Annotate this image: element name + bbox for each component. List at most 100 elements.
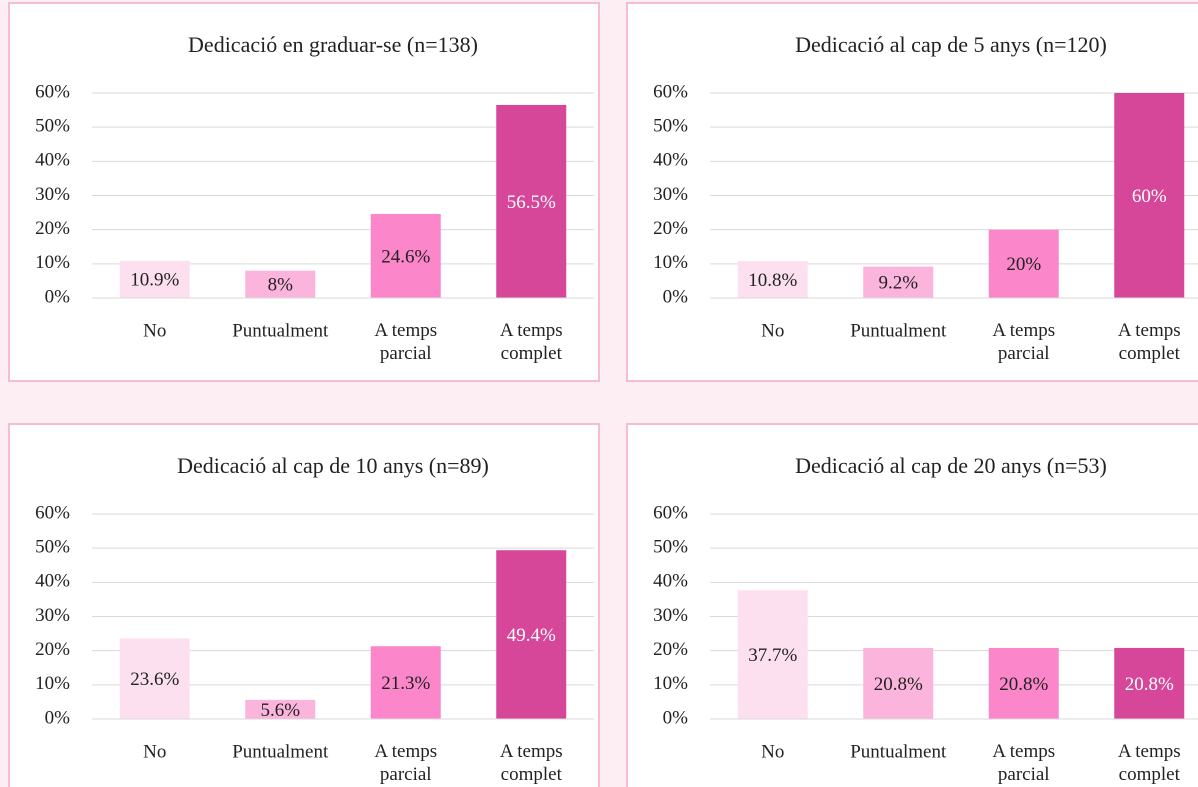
y-tick-label: 30% bbox=[653, 184, 688, 205]
data-label: 20.8% bbox=[999, 674, 1048, 695]
y-tick-label: 60% bbox=[653, 81, 688, 102]
data-label: 5.6% bbox=[260, 700, 300, 721]
bar bbox=[1114, 93, 1185, 298]
data-label: 8% bbox=[268, 275, 294, 296]
x-tick-label: A temps parcial bbox=[992, 320, 1055, 364]
x-tick-label: No bbox=[761, 741, 784, 762]
bar bbox=[863, 647, 934, 719]
y-tick-label: 0% bbox=[663, 707, 689, 728]
data-label: 20.8% bbox=[1125, 674, 1174, 695]
data-label: 23.6% bbox=[130, 669, 179, 690]
y-tick-label: 0% bbox=[663, 286, 689, 307]
chart-panel: Dedicació al cap de 5 anys (n=120) 0% 10% 2… bbox=[626, 2, 1198, 382]
x-tick-label-line: A temps bbox=[500, 741, 563, 762]
chart-panel: Dedicació en graduar-se (n=138) 0% 10% 20% 3… bbox=[8, 2, 600, 382]
y-tick-label: 50% bbox=[653, 537, 688, 558]
y-tick-label: 20% bbox=[653, 639, 688, 660]
x-tick-label: A temps parcial bbox=[374, 320, 437, 364]
x-tick-label-line: A temps bbox=[1118, 320, 1181, 341]
bar bbox=[737, 261, 808, 298]
x-tick-label-line: complet bbox=[501, 343, 563, 364]
x-tick-label-line: complet bbox=[501, 764, 563, 785]
x-tick-label: Puntualment bbox=[232, 320, 329, 341]
x-tick-label-line: A temps bbox=[374, 320, 437, 341]
bar bbox=[988, 229, 1059, 298]
x-tick-label: No bbox=[143, 320, 166, 341]
y-tick-label: 10% bbox=[35, 252, 70, 273]
y-tick-label: 30% bbox=[35, 605, 70, 626]
data-label: 9.2% bbox=[878, 273, 918, 294]
y-tick-label: 50% bbox=[35, 537, 70, 558]
panel-background bbox=[626, 423, 1198, 787]
x-tick-label: Puntualment bbox=[850, 320, 947, 341]
x-tick-label: No bbox=[761, 320, 784, 341]
x-tick-label: A temps complet bbox=[1118, 741, 1181, 785]
x-tick-label-line: parcial bbox=[380, 343, 432, 364]
data-label: 10.8% bbox=[748, 270, 797, 291]
y-tick-label: 40% bbox=[35, 150, 70, 171]
y-tick-label: 40% bbox=[653, 150, 688, 171]
data-label: 24.6% bbox=[381, 246, 430, 267]
data-label: 10.9% bbox=[130, 270, 179, 291]
panel-background bbox=[626, 2, 1198, 382]
bar bbox=[988, 647, 1059, 719]
data-label: 37.7% bbox=[748, 645, 797, 666]
x-tick-label: Puntualment bbox=[850, 741, 947, 762]
data-label: 20% bbox=[1006, 254, 1041, 275]
bar bbox=[245, 270, 316, 298]
y-tick-label: 60% bbox=[35, 502, 70, 523]
chart-title: Dedicació al cap de 5 anys (n=120) bbox=[795, 32, 1107, 57]
y-tick-label: 50% bbox=[35, 116, 70, 137]
x-tick-label-line: A temps bbox=[1118, 741, 1181, 762]
y-tick-label: 40% bbox=[653, 571, 688, 592]
bar bbox=[370, 213, 441, 298]
chart-title: Dedicació al cap de 20 anys (n=53) bbox=[795, 453, 1107, 478]
x-tick-label: A temps complet bbox=[1118, 320, 1181, 364]
data-label: 49.4% bbox=[507, 625, 556, 646]
y-tick-label: 50% bbox=[653, 116, 688, 137]
x-tick-label-line: A temps bbox=[992, 741, 1055, 762]
x-tick-label: A temps complet bbox=[500, 741, 563, 785]
x-tick-label: A temps parcial bbox=[374, 741, 437, 785]
y-tick-label: 30% bbox=[35, 184, 70, 205]
data-label: 20.8% bbox=[874, 674, 923, 695]
x-tick-label-line: A temps bbox=[374, 741, 437, 762]
bar bbox=[863, 266, 934, 298]
bar bbox=[119, 638, 190, 719]
y-tick-label: 10% bbox=[653, 252, 688, 273]
x-tick-label: A temps complet bbox=[500, 320, 563, 364]
data-label: 60% bbox=[1132, 186, 1167, 207]
bar bbox=[496, 104, 567, 298]
x-tick-label: Puntualment bbox=[232, 741, 329, 762]
y-tick-label: 20% bbox=[35, 218, 70, 239]
bar bbox=[245, 699, 316, 719]
y-tick-label: 20% bbox=[35, 639, 70, 660]
x-tick-label-line: complet bbox=[1119, 343, 1181, 364]
x-tick-label-line: A temps bbox=[500, 320, 563, 341]
y-tick-label: 60% bbox=[35, 81, 70, 102]
bar bbox=[737, 590, 808, 719]
chart-panel: Dedicació al cap de 10 anys (n=89) 0% 10% 2… bbox=[8, 423, 600, 787]
data-label: 56.5% bbox=[507, 192, 556, 213]
x-tick-label-line: complet bbox=[1119, 764, 1181, 785]
x-tick-label-line: parcial bbox=[380, 764, 432, 785]
chart-title: Dedicació en graduar-se (n=138) bbox=[188, 32, 478, 57]
y-tick-label: 30% bbox=[653, 605, 688, 626]
x-tick-label-line: A temps bbox=[992, 320, 1055, 341]
chart-panel: Dedicació al cap de 20 anys (n=53) 0% 10% 2… bbox=[626, 423, 1198, 787]
x-tick-label: No bbox=[143, 741, 166, 762]
y-tick-label: 0% bbox=[45, 707, 71, 728]
x-tick-label: A temps parcial bbox=[992, 741, 1055, 785]
bar bbox=[119, 260, 190, 298]
x-tick-label-line: parcial bbox=[998, 764, 1050, 785]
data-label: 21.3% bbox=[381, 673, 430, 694]
bar bbox=[496, 550, 567, 719]
bar bbox=[1114, 647, 1185, 719]
y-tick-label: 10% bbox=[35, 673, 70, 694]
bar bbox=[370, 646, 441, 719]
y-tick-label: 20% bbox=[653, 218, 688, 239]
y-tick-label: 40% bbox=[35, 571, 70, 592]
y-tick-label: 0% bbox=[45, 286, 71, 307]
y-tick-label: 60% bbox=[653, 502, 688, 523]
